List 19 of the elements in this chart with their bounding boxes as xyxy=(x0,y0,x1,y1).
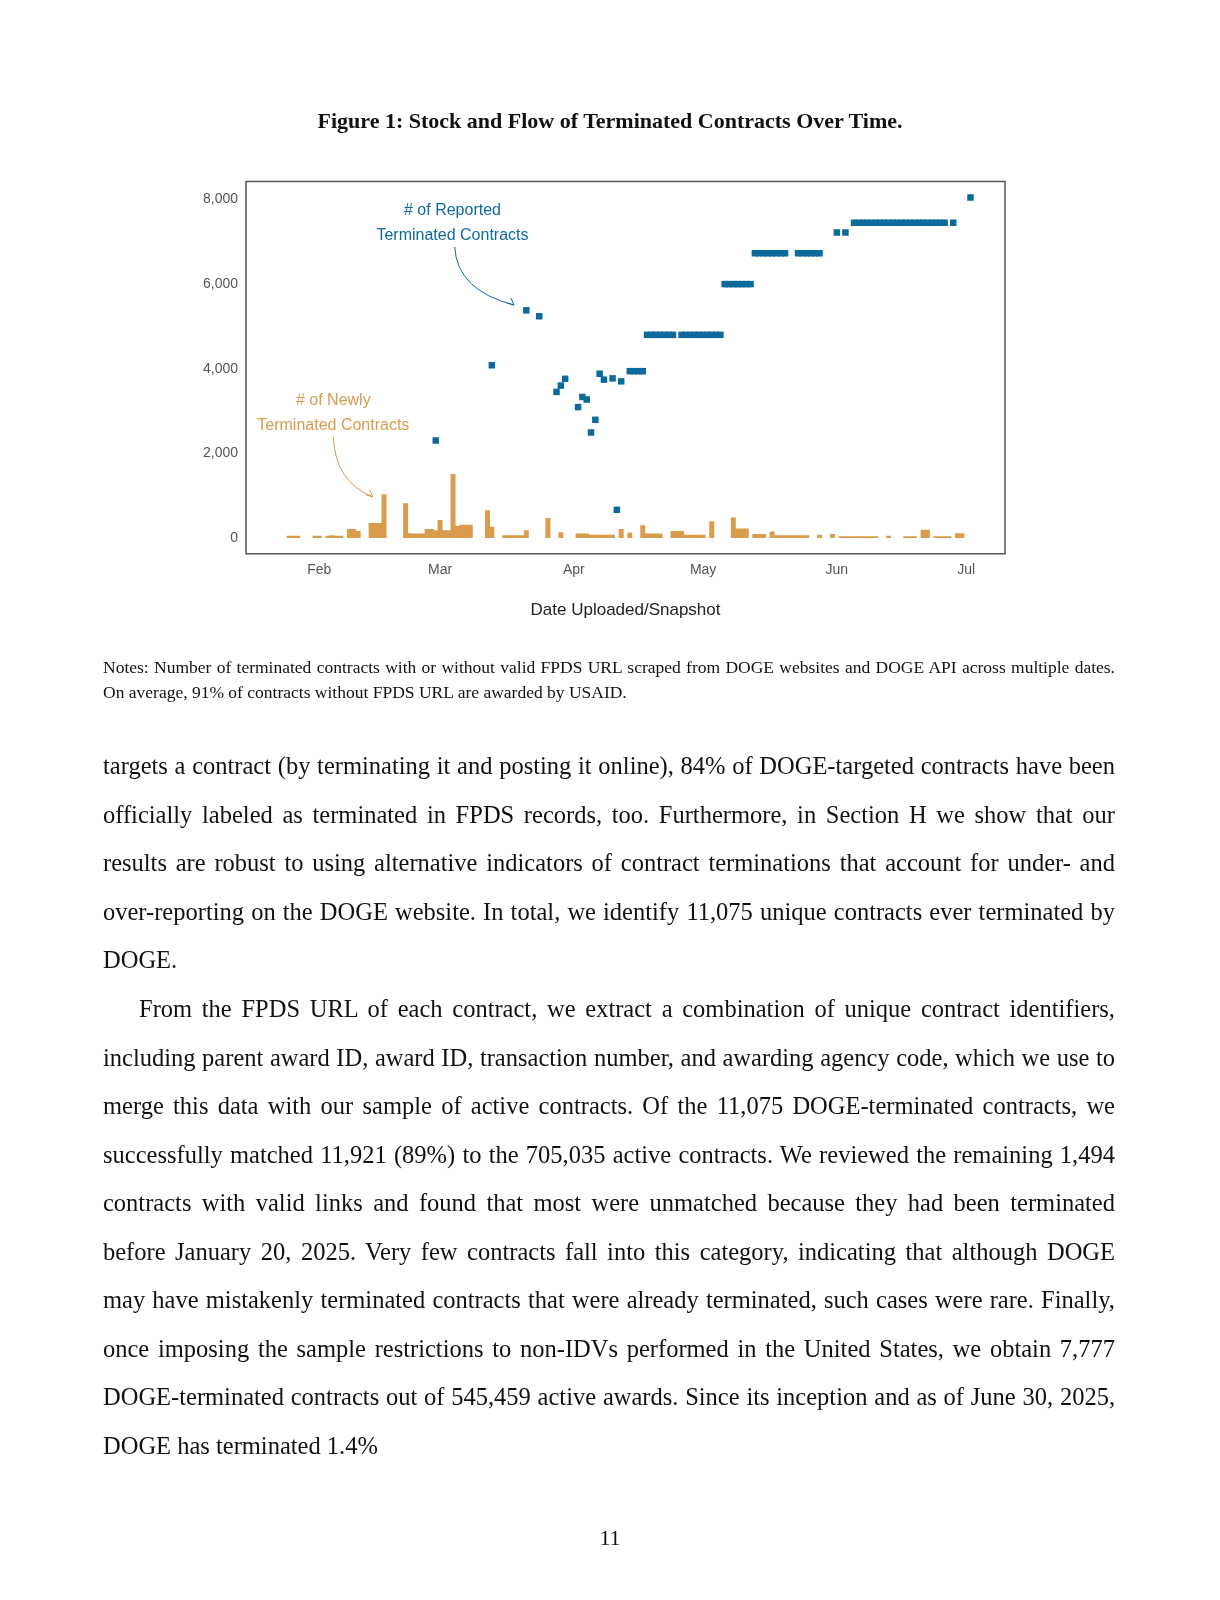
text: targets a contract (by terminating it and posting it online), 84% of DOGE-targeted contracts have been officially labeled as terminated in FPDS records, too. Furthermore, in Section H we show that our results are robust to using alternative indicators of contract terminations that account for under- and over-reporting on the DOGE website. In total, we identify 11,075 unique contracts ever terminated by DOGE. xyxy=(103,751,1115,975)
x-axis-title: Date Uploaded/Snapshot xyxy=(530,600,721,620)
text: Notes: Number of terminated contracts with or without valid FPDS URL scraped from DOGE websites and DOGE API across multiple dates. On average, 91% of contracts without FPDS URL are awarded by USAID. xyxy=(103,656,1115,704)
x-tick-label: Apr xyxy=(562,561,585,578)
x-tick-label: Jul xyxy=(957,561,976,578)
y-tick-label: 2,000 xyxy=(202,444,239,461)
y-tick-label: 8,000 xyxy=(202,190,239,207)
annotation: # of Newly Terminated Contracts xyxy=(257,390,410,433)
text: From the FPDS URL of each contract, we extract a combination of unique contract identifiers, including parent award ID, award ID, transaction number, and awarding agency code, which we use to merge this data with our sample of active contracts. Of the 11,075 DOGE-terminated contracts, we successfully matched 11,921 (89%) to the 705,035 active contracts. We reviewed the remaining 1,494 contracts with valid links and found that most were unmatched because they had been terminated before January 20, 2025. Very few contracts fall into this category, indicating that although DOGE may have mistakenly terminated contracts that were already terminated, such cases were rare. Finally, once imposing the sample restrictions to non-IDVs performed in the United States, we obtain 7,777 DOGE-terminated contracts out of 545,459 active awards. Since its inception and as of June 30, 2025, DOGE has terminated 1.4% xyxy=(103,995,1115,1459)
y-tick-label: 4,000 xyxy=(202,359,239,376)
annotation: # of Reported Terminated Contracts xyxy=(376,200,529,243)
x-tick-label: Jun xyxy=(825,561,849,578)
x-tick-label: May xyxy=(689,561,717,578)
text: 11 xyxy=(598,1525,622,1551)
y-tick-label: 0 xyxy=(230,528,239,545)
chart-title: Figure 1: Stock and Flow of Terminated Contracts Over Time. xyxy=(316,108,904,134)
x-tick-label: Mar xyxy=(428,561,453,578)
x-tick-label: Feb xyxy=(307,561,332,578)
y-tick-label: 6,000 xyxy=(202,274,239,291)
